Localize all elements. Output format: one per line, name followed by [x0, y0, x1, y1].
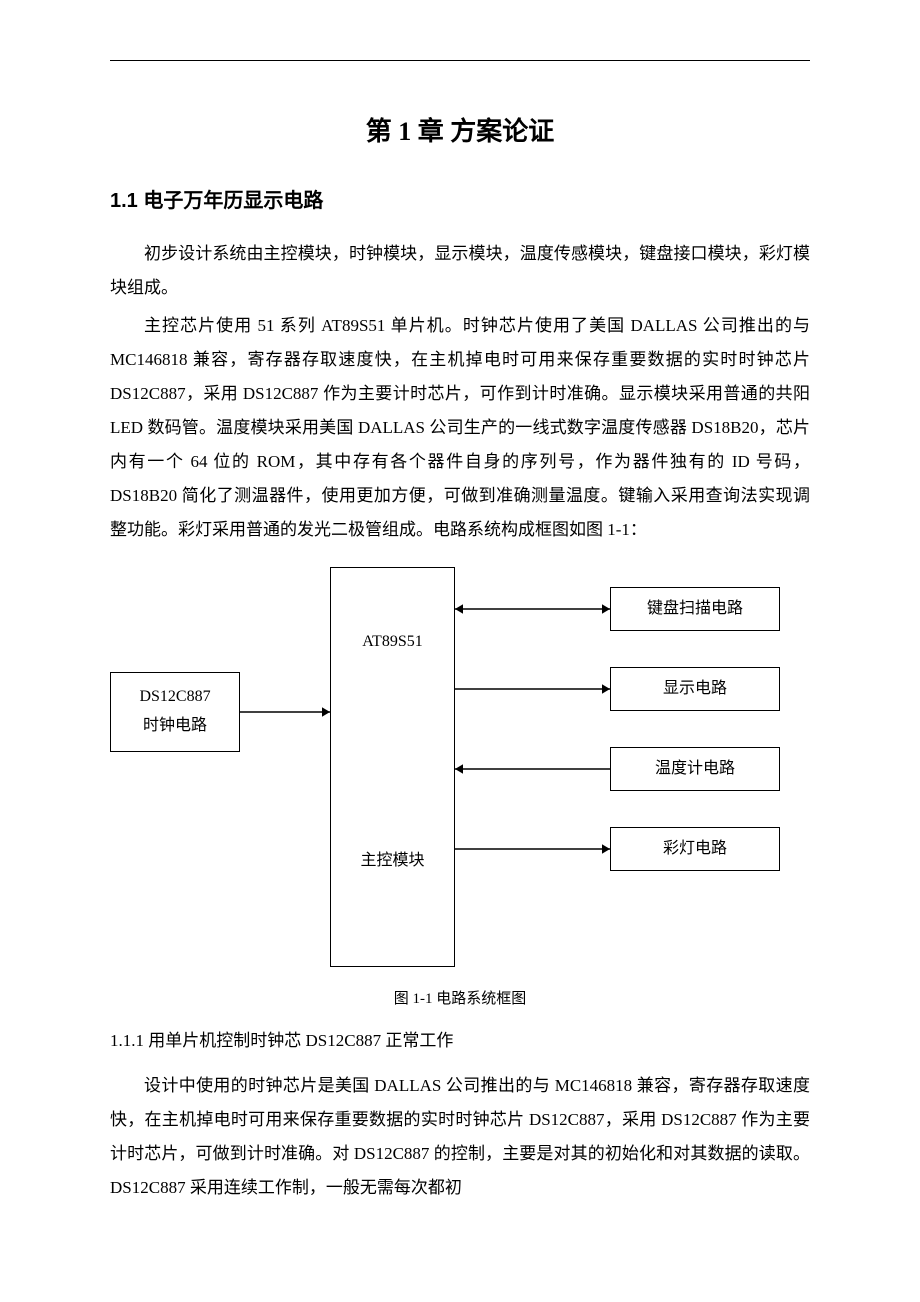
system-block-diagram: DS12C887 时钟电路 AT89S51 主控模块 键盘扫描电路 显示电路 温… [110, 567, 810, 977]
node-led-lights-label: 彩灯电路 [663, 835, 727, 864]
node-led-lights: 彩灯电路 [610, 827, 780, 871]
paragraph-3: 设计中使用的时钟芯片是美国 DALLAS 公司推出的与 MC146818 兼容，… [110, 1069, 810, 1205]
node-display-label: 显示电路 [663, 675, 727, 704]
node-thermometer: 温度计电路 [610, 747, 780, 791]
node-at89s51: AT89S51 主控模块 [330, 567, 455, 967]
node-at89s51-line1: AT89S51 [362, 628, 422, 657]
node-display: 显示电路 [610, 667, 780, 711]
node-keyboard-scan: 键盘扫描电路 [610, 587, 780, 631]
node-ds12c887-line2: 时钟电路 [143, 712, 207, 741]
paragraph-1: 初步设计系统由主控模块，时钟模块，显示模块，温度传感模块，键盘接口模块，彩灯模块… [110, 237, 810, 305]
node-at89s51-line2: 主控模块 [360, 847, 424, 876]
paragraph-2: 主控芯片使用 51 系列 AT89S51 单片机。时钟芯片使用了美国 DALLA… [110, 309, 810, 547]
page: 第 1 章 方案论证 1.1 电子万年历显示电路 初步设计系统由主控模块，时钟模… [0, 0, 920, 1289]
figure-1-1-caption: 图 1-1 电路系统框图 [110, 987, 810, 1008]
node-thermometer-label: 温度计电路 [655, 755, 735, 784]
section-1-1-title: 1.1 电子万年历显示电路 [110, 184, 810, 213]
subsection-1-1-1-title: 1.1.1 用单片机控制时钟芯 DS12C887 正常工作 [110, 1026, 810, 1051]
node-keyboard-scan-label: 键盘扫描电路 [647, 595, 743, 624]
node-ds12c887: DS12C887 时钟电路 [110, 672, 240, 752]
top-rule [110, 60, 810, 61]
chapter-title: 第 1 章 方案论证 [110, 111, 810, 148]
node-ds12c887-line1: DS12C887 [139, 683, 210, 712]
